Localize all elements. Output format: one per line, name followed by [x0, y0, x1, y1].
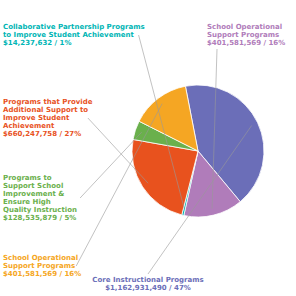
- svg-text:Core Instructional Programs$1,: Core Instructional Programs$1,162,931,49…: [92, 276, 203, 292]
- svg-text:School OperationalSupport Prog: School OperationalSupport Programs$401,5…: [207, 23, 285, 47]
- svg-text:Programs toSupport SchoolImpro: Programs toSupport SchoolImprovement &En…: [8, 174, 77, 222]
- svg-text:School OperationalSupport Prog: School OperationalSupport Programs$401,5…: [8, 254, 81, 278]
- svg-text:Programs that ProvideAdditiona: Programs that ProvideAdditional Support …: [8, 98, 93, 138]
- svg-text:Collaborative Partnership Prog: Collaborative Partnership Programsto Imp…: [8, 23, 145, 47]
